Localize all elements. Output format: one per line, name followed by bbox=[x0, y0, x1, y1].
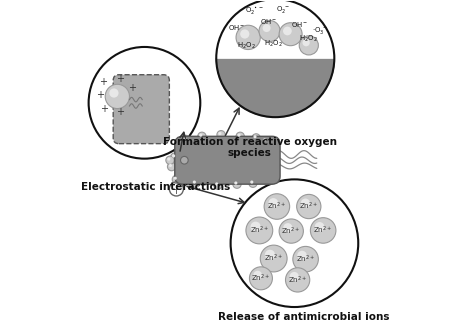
Circle shape bbox=[262, 137, 270, 145]
FancyBboxPatch shape bbox=[175, 136, 280, 184]
Circle shape bbox=[172, 154, 175, 158]
Circle shape bbox=[167, 158, 171, 161]
Circle shape bbox=[219, 132, 221, 135]
Text: Release of antimicrobial ions: Release of antimicrobial ions bbox=[218, 312, 389, 322]
Polygon shape bbox=[216, 0, 334, 58]
Circle shape bbox=[283, 26, 292, 35]
FancyBboxPatch shape bbox=[113, 75, 169, 144]
Text: $\mathregular{Zn^{2+}}$: $\mathregular{Zn^{2+}}$ bbox=[267, 201, 287, 212]
Text: $\mathregular{Zn^{2+}}$: $\mathregular{Zn^{2+}}$ bbox=[251, 273, 271, 284]
Circle shape bbox=[254, 135, 256, 138]
Text: +: + bbox=[117, 107, 125, 117]
Circle shape bbox=[283, 223, 292, 232]
Circle shape bbox=[315, 222, 324, 232]
Circle shape bbox=[259, 20, 280, 42]
Circle shape bbox=[231, 179, 358, 307]
Text: $\mathregular{H_2O_2}$: $\mathregular{H_2O_2}$ bbox=[237, 41, 256, 51]
Circle shape bbox=[260, 245, 287, 272]
Circle shape bbox=[263, 24, 271, 32]
Text: +: + bbox=[128, 83, 136, 93]
Circle shape bbox=[199, 134, 202, 137]
Circle shape bbox=[249, 179, 257, 187]
Text: $\mathregular{Zn^{2+}}$: $\mathregular{Zn^{2+}}$ bbox=[249, 225, 269, 236]
Circle shape bbox=[302, 39, 310, 46]
Circle shape bbox=[234, 182, 237, 184]
Circle shape bbox=[290, 272, 299, 281]
Circle shape bbox=[237, 134, 241, 137]
Text: $\mathregular{O_2^{\ -}}$: $\mathregular{O_2^{\ -}}$ bbox=[276, 4, 290, 15]
Circle shape bbox=[193, 181, 196, 184]
Circle shape bbox=[250, 181, 254, 184]
Circle shape bbox=[166, 156, 174, 164]
Circle shape bbox=[181, 156, 188, 164]
Circle shape bbox=[268, 198, 278, 208]
Text: +: + bbox=[100, 104, 108, 114]
Text: $\mathregular{OH^-}$: $\mathregular{OH^-}$ bbox=[291, 20, 308, 29]
Circle shape bbox=[167, 162, 176, 171]
Text: $\mathregular{O_2^{\ \bullet -}}$: $\mathregular{O_2^{\ \bullet -}}$ bbox=[245, 5, 264, 17]
Circle shape bbox=[250, 222, 261, 232]
Circle shape bbox=[171, 153, 179, 161]
Text: $\mathregular{Zn^{2+}}$: $\mathregular{Zn^{2+}}$ bbox=[296, 254, 315, 265]
Text: +: + bbox=[117, 74, 125, 84]
Text: +: + bbox=[96, 90, 104, 100]
Circle shape bbox=[172, 175, 181, 183]
Circle shape bbox=[169, 164, 172, 167]
Circle shape bbox=[89, 47, 201, 159]
Circle shape bbox=[191, 179, 200, 187]
Circle shape bbox=[297, 251, 307, 260]
Circle shape bbox=[279, 219, 303, 243]
Circle shape bbox=[183, 137, 186, 140]
Circle shape bbox=[214, 181, 222, 189]
Circle shape bbox=[182, 135, 190, 144]
Text: $\mathregular{H_2O_2}$: $\mathregular{H_2O_2}$ bbox=[264, 39, 283, 49]
Circle shape bbox=[252, 134, 260, 142]
Circle shape bbox=[301, 199, 310, 208]
Circle shape bbox=[263, 138, 266, 141]
Text: $\mathregular{Zn^{2+}}$: $\mathregular{Zn^{2+}}$ bbox=[282, 225, 301, 237]
Circle shape bbox=[240, 29, 249, 39]
Circle shape bbox=[285, 268, 310, 292]
Circle shape bbox=[233, 180, 241, 188]
Circle shape bbox=[265, 250, 275, 260]
Text: $\mathregular{OH^-}$: $\mathregular{OH^-}$ bbox=[228, 23, 246, 32]
Text: $\mathregular{\cdot O_3^{\ -}}$: $\mathregular{\cdot O_3^{\ -}}$ bbox=[312, 25, 328, 36]
Circle shape bbox=[173, 177, 177, 180]
Circle shape bbox=[293, 246, 319, 272]
Text: $\mathregular{Zn^{2+}}$: $\mathregular{Zn^{2+}}$ bbox=[264, 253, 283, 264]
Circle shape bbox=[299, 36, 319, 55]
Circle shape bbox=[198, 132, 206, 141]
Circle shape bbox=[236, 132, 244, 141]
Circle shape bbox=[246, 217, 273, 244]
Circle shape bbox=[310, 218, 336, 243]
Text: $\mathregular{OH^-}$: $\mathregular{OH^-}$ bbox=[260, 16, 278, 26]
Text: Formation of reactive oxygen
species: Formation of reactive oxygen species bbox=[163, 137, 337, 158]
Circle shape bbox=[297, 194, 321, 219]
Circle shape bbox=[279, 23, 302, 46]
Circle shape bbox=[217, 130, 225, 139]
Text: +: + bbox=[99, 77, 107, 87]
Circle shape bbox=[215, 182, 218, 185]
Text: Electrostatic interactions: Electrostatic interactions bbox=[81, 182, 230, 193]
Circle shape bbox=[253, 271, 262, 279]
Text: $\mathregular{Zn^{2+}}$: $\mathregular{Zn^{2+}}$ bbox=[299, 201, 319, 212]
Circle shape bbox=[236, 25, 260, 49]
Text: $\mathregular{Zn^{2+}}$: $\mathregular{Zn^{2+}}$ bbox=[288, 274, 308, 286]
Circle shape bbox=[105, 84, 129, 109]
Text: $\mathregular{Zn^{2+}}$: $\mathregular{Zn^{2+}}$ bbox=[313, 225, 333, 236]
Circle shape bbox=[109, 89, 118, 98]
Circle shape bbox=[249, 267, 273, 290]
Circle shape bbox=[264, 194, 290, 219]
Text: $\mathregular{H_2O_2}$: $\mathregular{H_2O_2}$ bbox=[300, 34, 318, 44]
Polygon shape bbox=[216, 58, 334, 117]
